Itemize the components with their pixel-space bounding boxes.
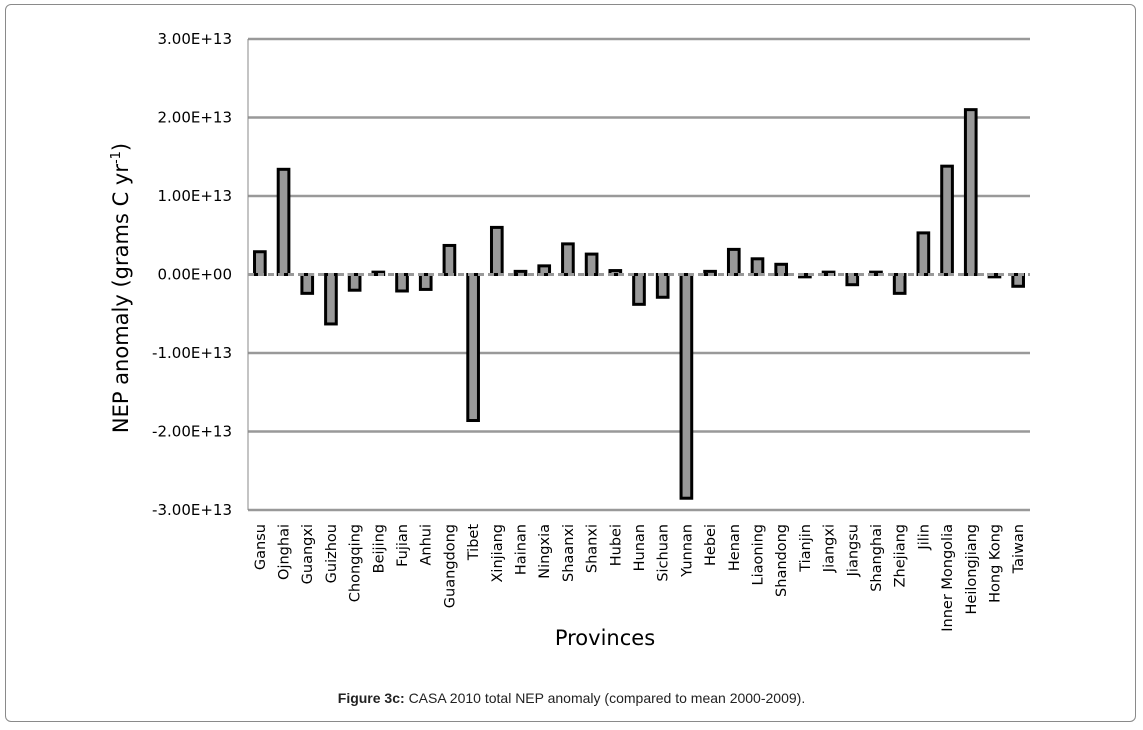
- bar-chongqing: [347, 273, 362, 292]
- x-category-label: Hubei: [608, 524, 624, 566]
- x-category-label: Anhui: [419, 524, 435, 566]
- y-axis-title: NEP anomaly (grams C yr-1): [109, 143, 133, 433]
- bar-shaanxi: [561, 242, 575, 276]
- y-tick-label: -2.00E+13: [152, 423, 232, 441]
- bar-jilin: [916, 231, 931, 277]
- x-category-label: Hong Kong: [987, 524, 1003, 603]
- bar-fujian: [395, 273, 409, 293]
- y-tick-label: 1.00E+13: [157, 187, 232, 205]
- y-tick-label: -3.00E+13: [152, 501, 232, 519]
- y-tick-label: -1.00E+13: [152, 344, 232, 362]
- bar-guangxi: [300, 273, 315, 295]
- gridlines: [248, 37, 1030, 512]
- bar-ojnghai: [276, 167, 291, 276]
- x-category-label: Ojnghai: [277, 524, 293, 580]
- x-category-label: Hainan: [514, 524, 530, 575]
- bar-henan: [726, 247, 741, 277]
- bar-heilongjiang: [963, 108, 978, 277]
- y-tick-label: 3.00E+13: [157, 30, 232, 48]
- x-category-label: Zhejiang: [893, 524, 909, 587]
- bar-inner-mongolia: [940, 164, 954, 276]
- x-category-label: Tianjin: [798, 524, 814, 573]
- x-category-label: Guangxi: [300, 524, 316, 584]
- bar-ningxia: [537, 264, 552, 276]
- nep-anomaly-bar-chart: 3.00E+13 2.00E+13 1.00E+13 0.00E+00 -1.00E+1…: [109, 30, 1030, 650]
- figure-frame: [5, 4, 1136, 722]
- x-category-label: Chongqing: [348, 524, 364, 602]
- bar-liaoning: [750, 257, 765, 276]
- bar-jiangsu: [845, 273, 860, 287]
- x-category-label: Hebei: [703, 524, 719, 566]
- x-category-label: Jiangsu: [845, 524, 861, 577]
- y-tick-label: 2.00E+13: [157, 109, 232, 127]
- bar-anhui: [418, 273, 433, 291]
- x-category-label: Shaanxi: [561, 524, 577, 582]
- x-category-label: Xinjiang: [490, 524, 506, 583]
- caption-label: Figure 3c:: [337, 690, 405, 706]
- bar-shanxi: [584, 252, 599, 276]
- bar-tibet: [466, 273, 480, 423]
- x-category-label: Heilongjiang: [964, 524, 980, 614]
- x-category-label: Inner Mongolia: [940, 524, 956, 632]
- x-category-label: Shandong: [774, 524, 790, 597]
- bars: [253, 108, 1025, 500]
- figure-caption: Figure 3c: CASA 2010 total NEP anomaly (…: [0, 690, 1143, 706]
- x-category-label: Hunan: [632, 524, 648, 571]
- x-category-label: Guizhou: [324, 524, 340, 583]
- bar-guangdong: [442, 243, 457, 277]
- x-category-label: Ningxia: [537, 524, 553, 579]
- bar-yunnan: [679, 273, 694, 500]
- x-category-label: Gansu: [253, 524, 269, 570]
- bar-xinjiang: [489, 225, 504, 276]
- y-tick-labels: 3.00E+13 2.00E+13 1.00E+13 0.00E+00 -1.00E+1…: [152, 30, 232, 519]
- x-category-label: Liaoning: [750, 524, 766, 585]
- x-category-label: Shanxi: [585, 524, 601, 573]
- x-category-label: Henan: [727, 524, 743, 571]
- x-category-label: Guangdong: [442, 524, 458, 608]
- bar-hubei: [608, 269, 623, 277]
- bar-taiwan: [1011, 273, 1025, 288]
- x-category-label: Jilin: [916, 524, 932, 551]
- x-category-label: Jiangxi: [822, 524, 838, 573]
- x-category-label: Tibet: [466, 524, 482, 562]
- caption-text: CASA 2010 total NEP anomaly (compared to…: [408, 690, 806, 706]
- x-category-label: Yunnan: [679, 524, 695, 578]
- bar-guizhou: [324, 273, 338, 326]
- x-axis-title: Provinces: [555, 626, 655, 650]
- bar-hunan: [632, 273, 646, 306]
- bar-gansu: [253, 250, 267, 276]
- x-category-label: Fujian: [395, 524, 411, 567]
- x-category-labels: Gansu Ojnghai Guangxi Guizhou Chongqing Beiji…: [253, 524, 1027, 632]
- x-category-label: Beijing: [371, 524, 387, 573]
- x-category-label: Taiwan: [1011, 524, 1027, 574]
- bar-sichuan: [655, 273, 670, 299]
- x-category-label: Sichuan: [656, 524, 672, 582]
- x-category-label: Shanghai: [869, 524, 885, 592]
- bar-zhejiang: [892, 273, 907, 295]
- bar-shandong: [774, 262, 789, 277]
- y-tick-label: 0.00E+00: [157, 266, 232, 284]
